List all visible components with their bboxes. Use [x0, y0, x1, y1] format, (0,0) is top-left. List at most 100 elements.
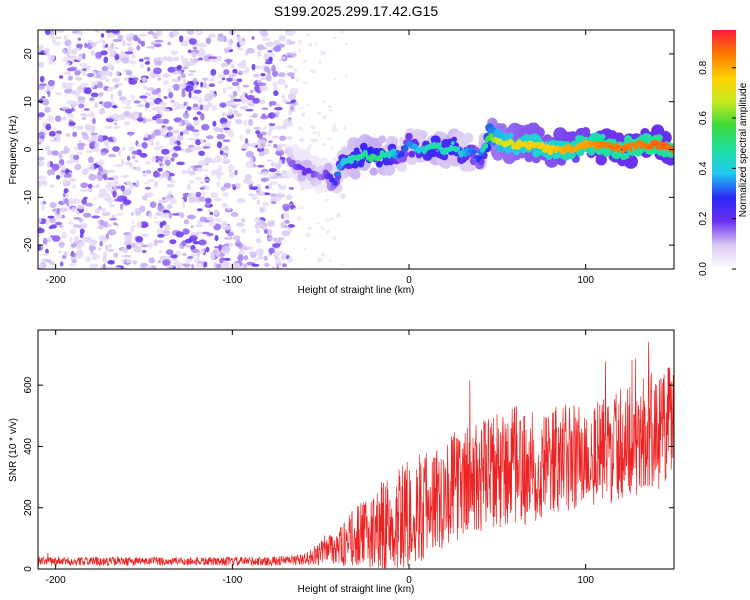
heatmap-cell: [73, 217, 82, 220]
heatmap-cell: [245, 128, 251, 134]
heatmap-cell: [69, 236, 73, 243]
heatmap-cell: [228, 102, 236, 106]
heatmap-cell: [117, 34, 124, 41]
heatmap-cell: [41, 95, 46, 99]
heatmap-cell: [164, 224, 171, 231]
heatmap-cell: [77, 96, 86, 100]
heatmap-cell: [161, 103, 167, 108]
heatmap-cell: [154, 106, 163, 112]
heatmap-cell: [94, 141, 100, 149]
heatmap-cell: [153, 43, 162, 48]
heatmap-cell: [182, 196, 187, 200]
heatmap-cell: [124, 51, 134, 55]
heatmap-cell: [244, 138, 249, 144]
heatmap-cell: [320, 225, 323, 229]
heatmap-cell: [170, 254, 178, 259]
heatmap-cell: [75, 43, 84, 48]
heatmap-cell: [120, 185, 126, 192]
heatmap-cell: [65, 82, 75, 86]
heatmap-cell: [92, 255, 97, 261]
heatmap-cell: [101, 40, 107, 47]
heatmap-cell: [303, 247, 307, 250]
heatmap-cell: [208, 83, 215, 87]
heatmap-cell: [274, 255, 278, 260]
heatmap-cell: [217, 73, 226, 79]
heatmap-cell: [157, 260, 162, 264]
heatmap-cell: [122, 98, 127, 104]
heatmap-cell: [277, 175, 285, 179]
heatmap-cell: [131, 220, 135, 225]
heatmap-cell: [265, 185, 269, 189]
heatmap-cell: [254, 216, 261, 223]
heatmap-cell: [267, 253, 271, 257]
heatmap-cell: [68, 121, 76, 126]
heatmap-cell: [157, 156, 164, 162]
heatmap-cell: [286, 72, 295, 77]
heatmap-cell: [127, 60, 137, 65]
heatmap-cell: [51, 150, 59, 156]
heatmap-cell: [82, 72, 87, 77]
heatmap-cell: [65, 108, 73, 114]
heatmap-cell: [201, 159, 209, 163]
heatmap-cell: [89, 97, 95, 102]
heatmap-cell: [258, 151, 265, 157]
heatmap-cell: [307, 146, 311, 151]
heatmap-cell: [109, 203, 115, 208]
heatmap-ridge-cell: [333, 180, 338, 186]
heatmap-cell: [142, 249, 147, 254]
colorbar-gradient: [712, 30, 736, 269]
heatmap-cell: [327, 105, 332, 108]
heatmap-cell: [246, 47, 255, 54]
heatmap-cell: [47, 215, 55, 219]
heatmap-cell: [122, 57, 130, 64]
heatmap-cell: [72, 184, 76, 189]
heatmap-cell: [312, 131, 318, 134]
heatmap-cell: [216, 181, 221, 187]
heatmap-cell: [113, 252, 119, 258]
heatmap-cell: [80, 182, 88, 189]
heatmap-cell: [118, 52, 126, 59]
heatmap-cell: [46, 161, 51, 168]
heatmap-cell: [114, 53, 120, 61]
heatmap-cell: [103, 140, 110, 147]
heatmap-cell: [103, 101, 112, 109]
heatmap-cell: [93, 197, 98, 200]
heatmap-cell: [218, 244, 222, 252]
spectrogram-y-tick-label: -20: [23, 237, 34, 252]
heatmap-cell: [170, 135, 177, 143]
snr-x-ticks: -200 -100 0 100: [46, 330, 594, 586]
heatmap-cell: [85, 65, 92, 70]
heatmap-cell: [250, 142, 259, 146]
heatmap-cell: [116, 70, 120, 77]
heatmap-cell: [216, 133, 226, 140]
heatmap-cell: [63, 35, 68, 40]
heatmap-cell: [98, 108, 106, 115]
heatmap-cell: [112, 38, 121, 43]
heatmap-cell: [257, 51, 262, 58]
heatmap-cell: [273, 90, 279, 96]
heatmap-cell: [79, 62, 88, 68]
heatmap-cell: [172, 101, 180, 109]
heatmap-cell: [266, 177, 270, 182]
heatmap-cell: [139, 152, 148, 158]
heatmap-cell: [38, 263, 42, 269]
heatmap-cell: [197, 97, 203, 104]
heatmap-cell: [214, 246, 219, 249]
heatmap-cell: [70, 90, 77, 95]
heatmap-cell: [154, 145, 164, 151]
heatmap-cell: [144, 61, 150, 65]
heatmap-cell: [273, 143, 278, 149]
heatmap-cell: [114, 164, 124, 167]
heatmap-cell: [220, 62, 226, 68]
heatmap-cell: [122, 254, 132, 258]
heatmap-cell: [134, 159, 139, 163]
heatmap-cell: [100, 152, 107, 156]
heatmap-cell: [188, 197, 196, 204]
heatmap-cell: [231, 81, 240, 86]
heatmap-cell: [116, 195, 126, 203]
heatmap-cell: [255, 229, 261, 234]
heatmap-cell: [241, 228, 246, 234]
heatmap-cell: [251, 63, 256, 71]
heatmap-cell: [42, 252, 49, 256]
heatmap-cell: [66, 112, 74, 119]
